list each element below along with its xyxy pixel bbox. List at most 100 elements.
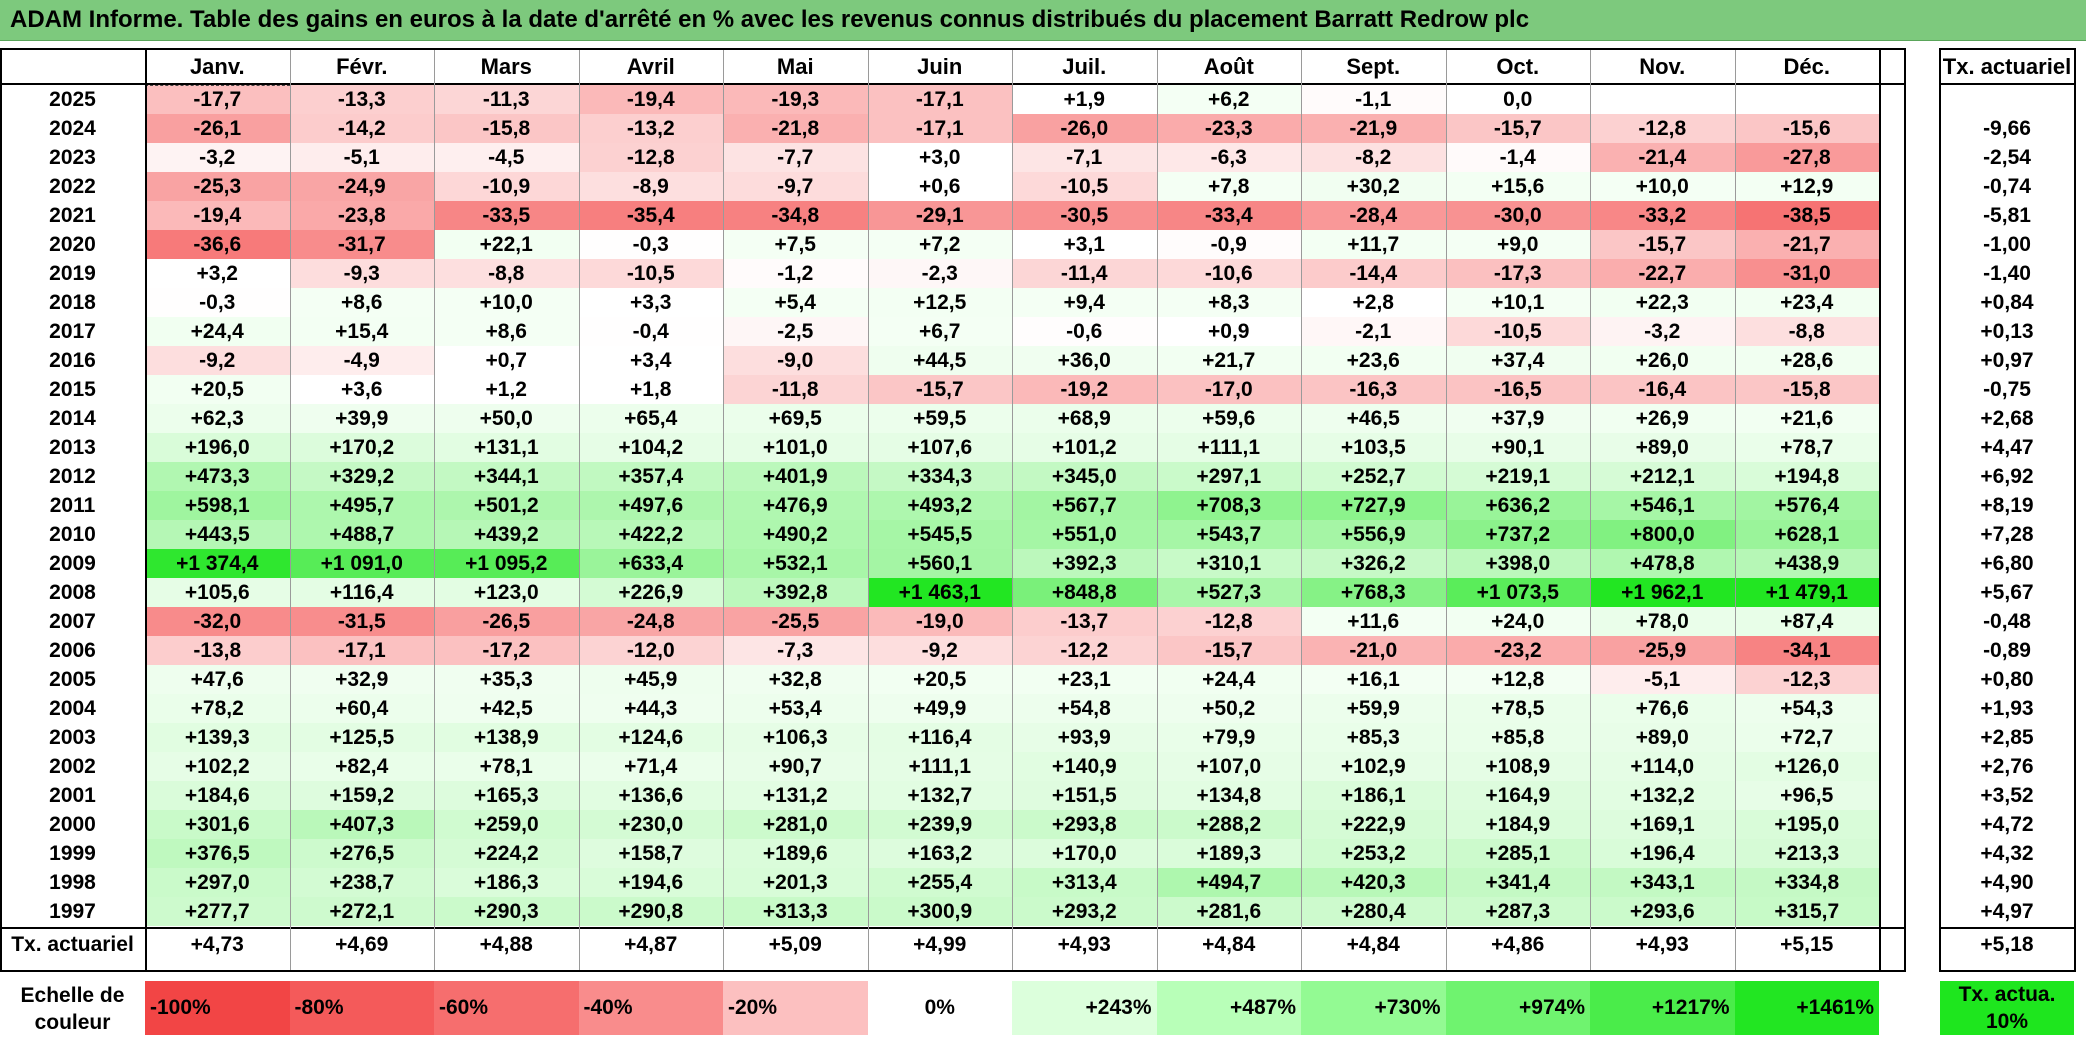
table-cell: +107,0 [1156,752,1301,781]
column-divider [290,50,291,970]
table-cell: +26,0 [1590,346,1735,375]
year-label: 2004 [49,696,96,720]
table-cell: +543,7 [1156,520,1301,549]
table-cell: +6,7 [867,317,1012,346]
rate-value: +1,93 [1980,696,2034,720]
table-cell: +46,5 [1301,404,1446,433]
table-cell: +212,1 [1590,462,1735,491]
table-cell: +490,2 [723,520,868,549]
table-cell: +297,1 [1156,462,1301,491]
rate-value: -0,75 [1983,377,2031,401]
table-cell: +21,6 [1734,404,1879,433]
summary-cell: +4,84 [1346,933,1400,956]
year-label: 2025 [49,87,96,111]
table-cell: +297,0 [145,868,290,897]
year-label: 2023 [49,145,96,169]
table-cell: +401,9 [723,462,868,491]
table-cell: +22,3 [1590,288,1735,317]
table-cell: -19,2 [1012,375,1157,404]
year-label: 2007 [49,609,96,633]
table-cell: +21,7 [1156,346,1301,375]
table-cell: +476,9 [723,491,868,520]
year-label: 2019 [49,261,96,285]
table-cell: +259,0 [434,810,579,839]
rate-value: +4,97 [1980,899,2034,923]
table-cell: +219,1 [1445,462,1590,491]
month-header: Août [1203,53,1254,79]
table-cell: -31,0 [1734,259,1879,288]
table-cell: +136,6 [578,781,723,810]
table-cell: +3,6 [289,375,434,404]
table-cell: +12,5 [867,288,1012,317]
table-cell: +123,0 [434,578,579,607]
table-cell: -15,8 [434,114,579,143]
table-cell: +23,1 [1012,665,1157,694]
table-cell: -33,5 [434,201,579,230]
table-cell: -15,6 [1734,114,1879,143]
table-cell: +151,5 [1012,781,1157,810]
table-cell: -1,2 [723,259,868,288]
header-divider [0,83,1906,85]
table-cell: -1,1 [1301,85,1446,114]
table-cell: +293,8 [1012,810,1157,839]
summary-cell: +4,84 [1202,933,1256,956]
table-cell: -0,3 [145,288,290,317]
summary-label: Tx. actuariel [11,933,134,956]
rate-value: -1,00 [1983,232,2031,256]
year-label: 2013 [49,435,96,459]
scale-swatch: +487% [1156,981,1301,1035]
scale-swatch: -80% [289,981,434,1035]
table-cell: +422,2 [578,520,723,549]
scale-swatch: +1217% [1590,981,1735,1035]
table-cell: +310,1 [1156,549,1301,578]
table-cell: -0,3 [578,230,723,259]
table-cell: -8,8 [1734,317,1879,346]
table-cell: +12,8 [1445,665,1590,694]
table-cell: +222,9 [1301,810,1446,839]
table-cell: +9,0 [1445,230,1590,259]
table-cell: +102,2 [145,752,290,781]
table-cell: -16,3 [1301,375,1446,404]
table-cell: +111,1 [867,752,1012,781]
table-cell: +114,0 [1590,752,1735,781]
table-cell: +102,9 [1301,752,1446,781]
table-cell: -26,0 [1012,114,1157,143]
table-cell: -15,7 [1156,636,1301,665]
table-cell: +252,7 [1301,462,1446,491]
rate-value: -5,81 [1983,203,2031,227]
table-cell: +186,1 [1301,781,1446,810]
table-cell: +288,2 [1156,810,1301,839]
table-cell: +334,3 [867,462,1012,491]
table-cell: +272,1 [289,897,434,926]
table-cell: +42,5 [434,694,579,723]
table-cell: +116,4 [867,723,1012,752]
table-cell: +85,3 [1301,723,1446,752]
table-cell: -25,5 [723,607,868,636]
table-cell: +398,0 [1445,549,1590,578]
table-cell: +12,9 [1734,172,1879,201]
table-cell: -1,4 [1445,143,1590,172]
table-cell: +49,9 [867,694,1012,723]
rate-value: +0,80 [1980,667,2034,691]
month-header: Sept. [1346,53,1401,79]
table-cell: +708,3 [1156,491,1301,520]
table-cell: +253,2 [1301,839,1446,868]
table-cell: -9,0 [723,346,868,375]
table-cell: +82,4 [289,752,434,781]
table-cell: +32,9 [289,665,434,694]
year-label: 2014 [49,406,96,430]
table-cell: +848,8 [1012,578,1157,607]
table-cell: -22,7 [1590,259,1735,288]
table-cell: +78,0 [1590,607,1735,636]
table-cell: -17,7 [145,85,290,114]
table-cell: +184,9 [1445,810,1590,839]
table-cell: -8,8 [434,259,579,288]
table-cell: -21,4 [1590,143,1735,172]
table-cell: +0,9 [1156,317,1301,346]
month-header: Févr. [336,53,388,79]
table-cell: -26,1 [145,114,290,143]
target-rate-swatch: Tx. actua. 10% [1940,981,2074,1035]
table-cell: +546,1 [1590,491,1735,520]
table-cell: +3,3 [578,288,723,317]
table-cell: -2,5 [723,317,868,346]
